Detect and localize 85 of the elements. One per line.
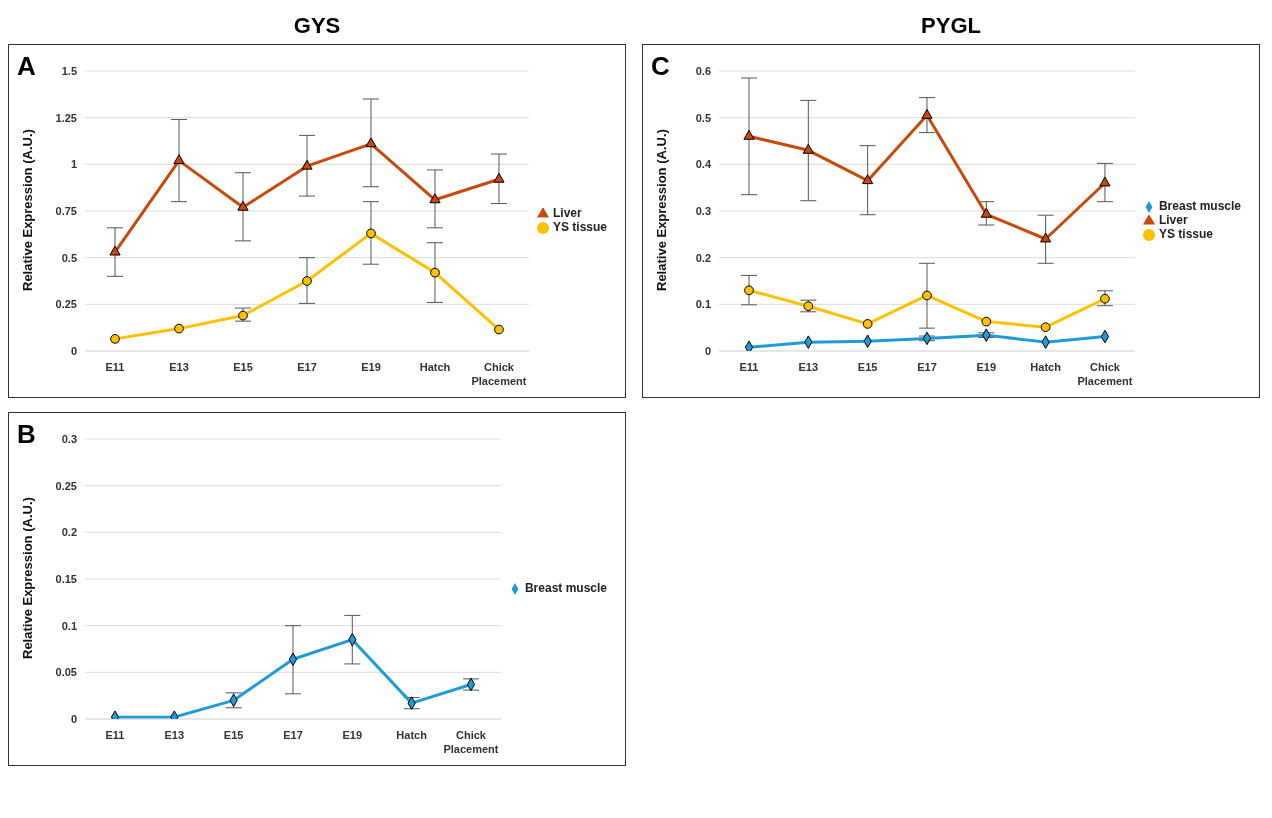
x-tick-label: E17	[297, 361, 317, 373]
legend-label: Liver	[552, 206, 582, 220]
point	[301, 159, 313, 170]
point	[744, 340, 754, 351]
y-tick-label: 0.5	[61, 251, 77, 264]
y-tick-label: 0.6	[695, 64, 711, 77]
y-tick-label: 1	[70, 158, 77, 171]
x-tick-label: E13	[169, 361, 189, 373]
x-tick-label: E17	[917, 361, 937, 373]
x-tick-label: E11	[105, 729, 125, 741]
y-tick-label: 1.5	[61, 64, 77, 77]
point	[1040, 322, 1051, 333]
legend-label: Breast muscle	[1158, 199, 1241, 213]
x-tick-label: E17	[283, 729, 303, 741]
text: C	[651, 51, 670, 82]
legend-label: Breast muscle	[524, 581, 607, 595]
y-tick-label: 0.1	[695, 298, 711, 311]
x-tick-label: Hatch	[1030, 361, 1062, 373]
point	[1099, 176, 1111, 187]
y-tick-label: 0.1	[61, 619, 77, 632]
y-axis-title: Relative Expression (A.U.)	[653, 129, 669, 291]
x-tick-label: E19	[976, 361, 997, 373]
point	[302, 276, 312, 286]
point	[981, 316, 992, 327]
chart-title: GYS	[292, 12, 342, 40]
x-tick-label: Hatch	[419, 361, 451, 373]
legend-label: YS tissue	[1158, 227, 1213, 241]
point	[862, 174, 874, 185]
point	[862, 319, 873, 329]
y-tick-label: 0.25	[55, 298, 77, 311]
point	[980, 207, 992, 218]
y-tick-label: 1.25	[55, 111, 77, 124]
y-tick-label: 0.05	[55, 666, 77, 679]
point	[173, 154, 185, 165]
point	[109, 245, 121, 256]
point	[238, 310, 248, 321]
y-tick-label: 0.2	[695, 251, 711, 264]
point	[429, 193, 441, 204]
text: B	[17, 419, 36, 450]
x-tick-label: E15	[233, 361, 253, 373]
y-tick-label: 0.15	[55, 572, 77, 585]
x-tick-label: E19	[342, 729, 363, 741]
point	[802, 143, 814, 154]
x-tick-label: Hatch	[396, 729, 428, 741]
x-tick-label: E11	[739, 361, 759, 373]
point	[744, 285, 754, 296]
y-axis-title: Relative Expression (A.U.)	[19, 497, 35, 659]
point	[803, 301, 814, 312]
point	[237, 200, 249, 211]
y-tick-label: 0.5	[695, 111, 711, 124]
x-tick-label: E15	[857, 361, 878, 373]
x-tick-label: E11	[105, 361, 125, 373]
x-tick-label: E19	[361, 361, 381, 373]
point	[921, 108, 933, 119]
point	[1040, 232, 1052, 243]
point	[366, 228, 376, 239]
x-tick-label: Chick Placement	[1077, 361, 1133, 387]
chart-title: PYGL	[920, 12, 982, 40]
point	[493, 172, 505, 183]
y-tick-label: 0.75	[55, 204, 77, 217]
point	[430, 267, 440, 278]
x-tick-label: E15	[223, 729, 244, 741]
y-tick-label: 0.3	[61, 432, 77, 445]
y-axis-title: Relative Expression (A.U.)	[19, 129, 35, 291]
x-tick-label: E13	[798, 361, 819, 373]
x-tick-label: E13	[164, 729, 185, 741]
text: A	[17, 51, 36, 82]
x-tick-label: Chick Placement	[471, 361, 527, 387]
point	[110, 334, 120, 344]
point	[922, 290, 932, 301]
x-tick-label: Chick Placement	[443, 729, 499, 755]
y-tick-label: 0.2	[61, 526, 77, 539]
y-tick-label: 0.3	[695, 204, 711, 217]
point	[174, 323, 184, 334]
legend-label: YS tissue	[552, 220, 607, 234]
y-tick-label: 0	[704, 344, 711, 357]
point	[743, 129, 755, 140]
point	[494, 324, 504, 335]
legend-label: Liver	[1158, 213, 1188, 227]
y-tick-label: 0.25	[55, 479, 77, 492]
y-tick-label: 0	[70, 344, 77, 357]
point	[1100, 293, 1110, 304]
y-tick-label: 0	[70, 712, 77, 725]
point	[365, 137, 377, 148]
y-tick-label: 0.4	[695, 158, 712, 171]
